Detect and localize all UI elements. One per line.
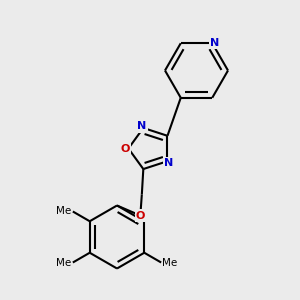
Text: O: O [121, 143, 130, 154]
Text: O: O [136, 211, 145, 220]
Text: Me: Me [56, 258, 71, 268]
Text: Me: Me [163, 258, 178, 268]
Text: N: N [164, 158, 174, 168]
Text: N: N [137, 122, 146, 131]
Text: N: N [210, 38, 219, 48]
Text: Me: Me [56, 206, 71, 216]
